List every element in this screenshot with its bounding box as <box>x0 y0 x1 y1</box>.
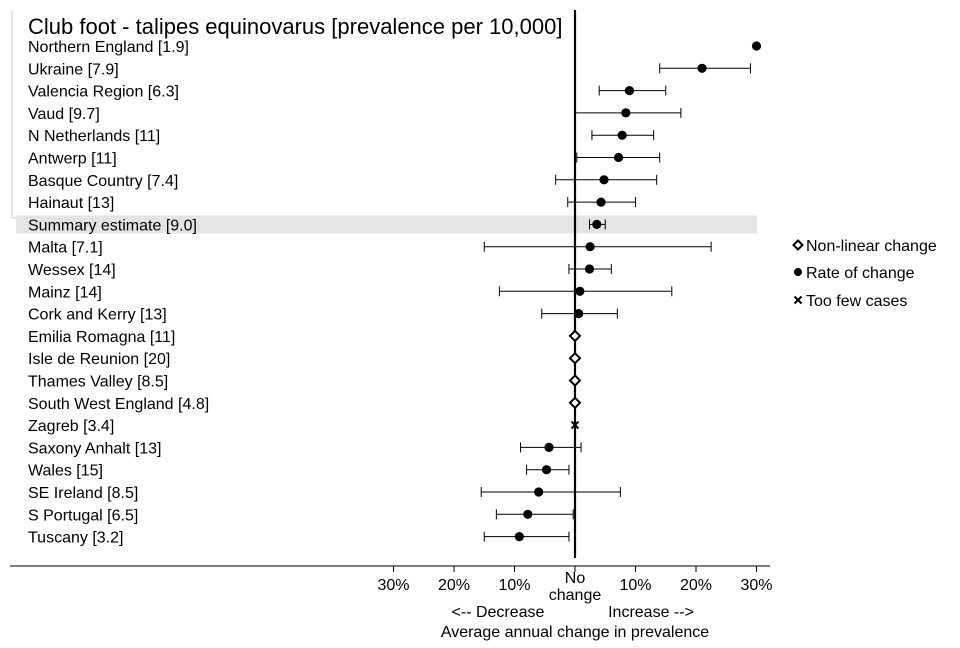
rate-point <box>574 309 584 319</box>
summary-band <box>16 215 757 234</box>
nonlinear-marker <box>568 329 582 343</box>
row-label: Ukraine [7.9] <box>28 61 119 78</box>
row-label: Emilia Romagna [11] <box>28 329 175 346</box>
row-label: SE Ireland [8.5] <box>28 485 138 502</box>
x-tick-label: 30% <box>377 577 409 594</box>
rate-point <box>621 108 631 118</box>
row-label: Zagreb [3.4] <box>28 418 114 435</box>
rate-point <box>617 130 627 140</box>
legend-cross-icon <box>793 295 803 305</box>
chart-title: Club foot - talipes equinovarus [prevale… <box>28 14 562 39</box>
ci-whisker <box>480 487 621 497</box>
row-label: S Portugal [6.5] <box>28 507 138 524</box>
row-label: Basque Country [7.4] <box>28 173 178 190</box>
row-label: N Netherlands [11] <box>28 128 160 145</box>
row-label: Mainz [14] <box>28 284 102 301</box>
rate-point <box>624 86 635 96</box>
row-label: Wessex [14] <box>28 262 116 279</box>
rate-point <box>585 242 595 252</box>
nonlinear-marker <box>568 374 582 387</box>
increase-direction-label: Increase --> <box>608 604 694 621</box>
ci-whisker <box>483 241 712 252</box>
row-label: Valencia Region [6.3] <box>28 84 179 101</box>
row-label: Cork and Kerry [13] <box>28 307 167 324</box>
row-label: Thames Valley [8.5] <box>28 374 168 391</box>
x-axis-title: Average annual change in prevalence <box>441 624 709 641</box>
row-label: Malta [7.1] <box>28 240 103 257</box>
rate-point <box>697 63 707 73</box>
legend-item: Too few cases <box>793 293 907 310</box>
row-label: Antwerp [11] <box>28 151 117 168</box>
x-tick-label: 20% <box>438 577 470 594</box>
legend: Non-linear change Rate of change Too few c… <box>792 238 937 310</box>
rate-point <box>534 487 544 497</box>
rate-point <box>514 532 524 542</box>
row-label: South West England [4.8] <box>28 396 209 413</box>
row-label: Wales [15] <box>28 463 103 480</box>
legend-label: Too few cases <box>806 293 907 310</box>
row-label: Saxony Anhalt [13] <box>28 440 161 457</box>
ci-whisker <box>495 509 574 520</box>
legend-label: Rate of change <box>806 265 915 282</box>
rate-point <box>541 465 552 475</box>
nonlinear-marker <box>568 351 582 365</box>
row-label: Northern England [1.9] <box>28 39 189 56</box>
rate-point <box>751 41 762 51</box>
confidence-intervals <box>480 63 751 542</box>
few-cases-marker <box>570 420 580 430</box>
ci-whisker <box>498 286 673 297</box>
rate-point <box>599 175 609 185</box>
no-change-label-top: No <box>565 570 586 587</box>
legend-circle-icon <box>794 268 802 276</box>
point-estimates <box>514 41 762 542</box>
rate-point <box>575 286 585 296</box>
x-tick-label: 10% <box>498 577 530 594</box>
row-label: Tuscany [3.2] <box>28 530 123 547</box>
row-label: Isle de Reunion [20] <box>28 351 170 368</box>
legend-item: Rate of change <box>794 265 915 282</box>
rate-point <box>544 442 554 452</box>
row-label: Summary estimate [9.0] <box>28 217 197 234</box>
rate-point <box>523 509 533 519</box>
rate-point <box>584 264 595 274</box>
x-tick-label: 10% <box>619 577 651 594</box>
legend-label: Non-linear change <box>806 238 937 255</box>
summary-band-layer <box>16 215 757 234</box>
row-label: Vaud [9.7] <box>28 106 100 123</box>
label-panel-frame <box>11 10 24 219</box>
rate-point <box>613 152 624 163</box>
row-labels: Northern England [1.9] Ukraine [7.9] Valen… <box>28 39 209 547</box>
summary-point <box>592 219 602 229</box>
label-panel-frame-line <box>11 10 24 219</box>
x-tick-label: 30% <box>740 577 772 594</box>
row-label: Hainaut [13] <box>28 195 114 212</box>
legend-diamond-icon <box>792 239 804 251</box>
x-tick-label: 20% <box>680 577 712 594</box>
ci-whisker <box>483 531 570 542</box>
legend-item: Non-linear change <box>792 238 937 255</box>
no-change-label-bottom: change <box>549 587 602 604</box>
decrease-direction-label: <-- Decrease <box>452 604 545 621</box>
nonlinear-marker <box>568 396 582 410</box>
rate-point <box>596 197 606 207</box>
